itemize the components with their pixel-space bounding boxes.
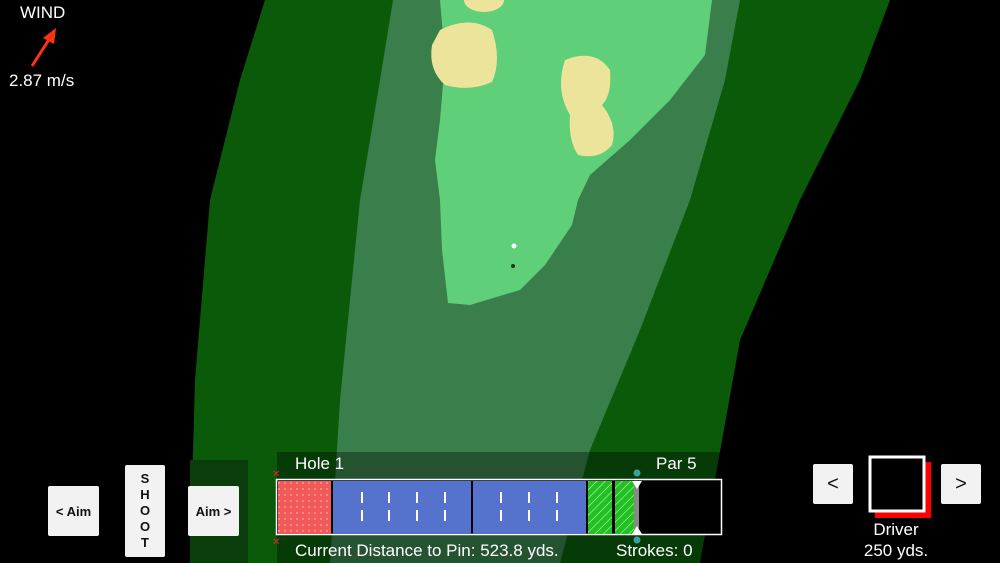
marker-bottom-dot-icon xyxy=(633,536,641,544)
marker-top-arrow-icon xyxy=(632,481,642,489)
start-marker-icon: ✕ xyxy=(272,469,280,480)
wind-speed: 2.87 m/s xyxy=(9,71,75,90)
club-next-button[interactable]: > xyxy=(941,464,981,504)
club-name: Driver xyxy=(873,520,919,539)
marker-top-dot-icon xyxy=(633,469,641,477)
ball xyxy=(511,243,517,249)
wind-label: WIND xyxy=(20,3,66,22)
shoot-letter: H xyxy=(140,487,150,502)
power-zone-green xyxy=(588,481,612,534)
aim-right-button[interactable]: Aim > xyxy=(188,486,239,536)
strokes-count: Strokes: 0 xyxy=(616,541,693,560)
power-zone-green xyxy=(615,481,635,534)
shoot-letter: O xyxy=(139,503,151,518)
aim-left-button[interactable]: < Aim xyxy=(48,486,99,536)
shoot-button[interactable]: S H O O T xyxy=(125,465,165,557)
shoot-letter: S xyxy=(140,471,150,486)
club-prev-button[interactable]: < xyxy=(813,464,853,504)
sand-bunker xyxy=(561,55,614,157)
pin-marker xyxy=(511,264,515,268)
fairway xyxy=(435,0,712,305)
wind-arrow-head-icon xyxy=(43,28,56,44)
sand-bunker xyxy=(431,22,497,88)
distance-to-pin: Current Distance to Pin: 523.8 yds. xyxy=(295,541,559,560)
marker-bottom-arrow-icon xyxy=(632,526,642,534)
power-zone-tee xyxy=(278,481,331,534)
power-ticks xyxy=(361,492,558,521)
par-label: Par 5 xyxy=(656,454,697,473)
club-icon[interactable] xyxy=(868,455,926,513)
shoot-letter: T xyxy=(141,535,149,550)
hole-label: Hole 1 xyxy=(295,454,345,473)
shoot-letter: O xyxy=(139,519,151,534)
fairway-outer xyxy=(330,0,740,563)
end-marker-icon: ✕ xyxy=(272,537,280,548)
power-zone-blue xyxy=(473,481,586,534)
wind-arrow-icon xyxy=(30,37,52,67)
power-marker[interactable] xyxy=(634,481,639,534)
power-zone-blue xyxy=(333,481,471,534)
club-distance: 250 yds. xyxy=(863,541,929,560)
sand-bunker xyxy=(464,0,504,12)
